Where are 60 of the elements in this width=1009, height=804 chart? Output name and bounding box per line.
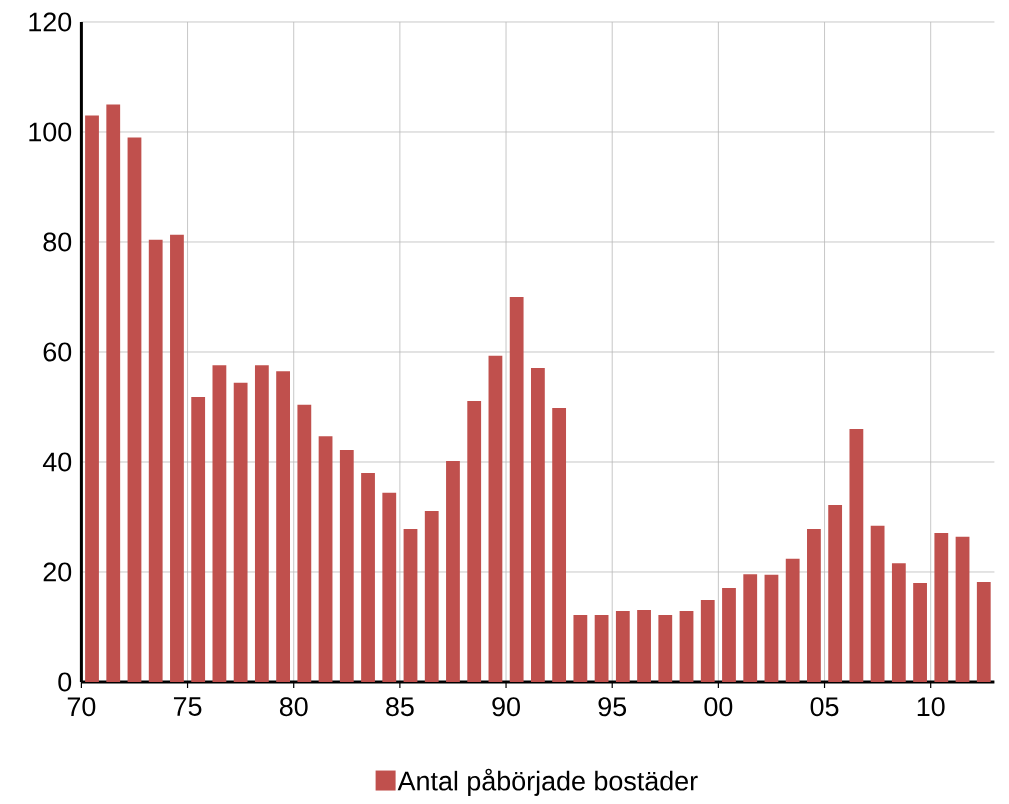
- bar: [637, 609, 651, 682]
- bar: [849, 428, 864, 682]
- y-tick-label: 80: [43, 232, 72, 252]
- bar: [594, 614, 609, 682]
- bar: [170, 234, 184, 682]
- bar: [254, 365, 269, 682]
- bar: [339, 449, 354, 682]
- bar: [297, 404, 312, 682]
- y-tick-label: 40: [42, 452, 72, 472]
- bar: [615, 611, 630, 682]
- bar: [743, 574, 758, 682]
- x-tick-label: 75: [173, 697, 202, 716]
- x-tick-label: 10: [917, 697, 945, 717]
- bar: [446, 460, 460, 682]
- x-tick-label: 90: [492, 697, 520, 717]
- bar: [764, 574, 779, 682]
- bar: [976, 581, 991, 682]
- bar: [807, 529, 821, 682]
- bar: [467, 400, 482, 682]
- bar: [488, 355, 503, 682]
- x-tick-label: 95: [598, 697, 627, 717]
- x-tick-label: 85: [386, 697, 414, 717]
- bar: [530, 367, 545, 682]
- x-tick-label: 05: [810, 697, 839, 717]
- x-tick-label: 70: [67, 697, 96, 717]
- bar: [700, 600, 715, 682]
- bar: [212, 365, 227, 682]
- bar: [785, 558, 800, 682]
- legend-label: Antal påbörjade bostäder: [397, 768, 698, 796]
- bar: [870, 525, 885, 682]
- bar: [934, 532, 949, 682]
- bar: [148, 239, 163, 682]
- bar: [403, 529, 418, 682]
- bar: [127, 137, 142, 682]
- bar: [828, 504, 843, 682]
- x-tick-label: 00: [704, 697, 733, 717]
- bar: [552, 408, 567, 682]
- bar: [955, 536, 970, 682]
- bar: [191, 397, 206, 682]
- y-tick-label: 60: [43, 342, 72, 362]
- bar: [276, 371, 290, 682]
- bar: [233, 382, 248, 682]
- y-tick-label: 100: [29, 122, 72, 142]
- bar: [658, 614, 673, 682]
- bar: [573, 614, 588, 682]
- bar: [891, 563, 906, 682]
- bar: [913, 582, 927, 682]
- y-tick-label: 0: [58, 672, 72, 692]
- bar: [85, 115, 99, 682]
- bar: [424, 510, 439, 682]
- bar: [318, 436, 333, 682]
- bar: [679, 611, 694, 682]
- y-tick-label: 20: [43, 562, 72, 582]
- bar: [509, 296, 524, 682]
- bar: [722, 587, 736, 682]
- bar: [382, 492, 397, 682]
- bar: [361, 472, 375, 682]
- y-tick-label: 120: [29, 12, 72, 32]
- x-tick-label: 80: [279, 697, 308, 717]
- bar: [106, 104, 121, 682]
